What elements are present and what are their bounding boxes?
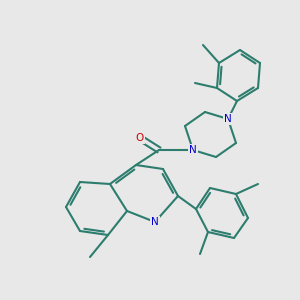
Text: N: N bbox=[224, 114, 232, 124]
Text: N: N bbox=[189, 145, 197, 155]
Text: O: O bbox=[136, 133, 144, 143]
Text: N: N bbox=[151, 217, 159, 227]
